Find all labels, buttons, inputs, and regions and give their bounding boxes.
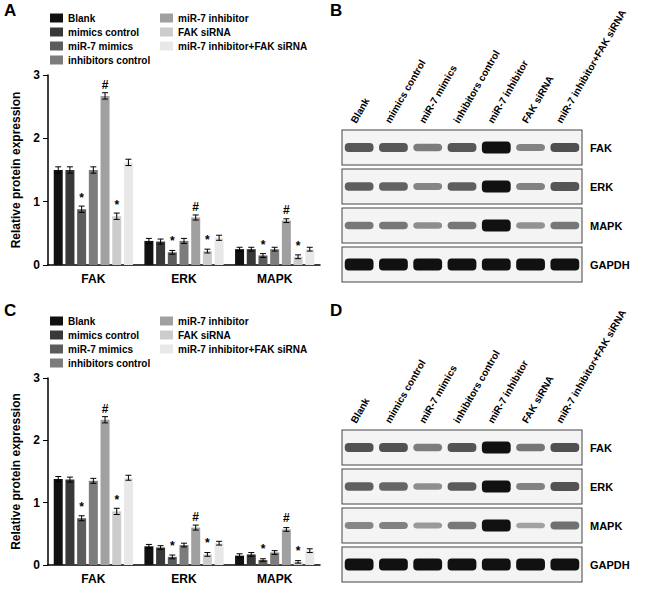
svg-text:2: 2 <box>33 433 40 447</box>
svg-text:B: B <box>330 1 342 20</box>
svg-text:*: * <box>296 544 301 558</box>
svg-text:miR-7 mimics: miR-7 mimics <box>417 63 459 125</box>
svg-text:3: 3 <box>33 68 40 82</box>
svg-text:inhibitors control: inhibitors control <box>68 55 150 66</box>
svg-text:miR-7 inhibitor+FAK siRNA: miR-7 inhibitor+FAK siRNA <box>554 8 628 125</box>
svg-text:FAK: FAK <box>590 442 612 454</box>
svg-text:*: * <box>261 542 266 556</box>
svg-text:*: * <box>79 191 84 205</box>
svg-text:*: * <box>114 493 119 507</box>
svg-text:*: * <box>261 238 266 252</box>
svg-text:Blank: Blank <box>348 96 371 125</box>
svg-text:MAPK: MAPK <box>590 520 622 532</box>
svg-text:mimics control: mimics control <box>383 58 428 125</box>
svg-text:miR-7 inhibitor+FAK siRNA: miR-7 inhibitor+FAK siRNA <box>178 344 307 355</box>
svg-text:#: # <box>102 402 109 416</box>
svg-text:miR-7 inhibitor+FAK siRNA: miR-7 inhibitor+FAK siRNA <box>178 41 307 52</box>
svg-text:miR-7 inhibitor: miR-7 inhibitor <box>485 58 530 125</box>
svg-text:ERK: ERK <box>590 181 613 193</box>
svg-text:*: * <box>170 539 175 553</box>
svg-text:Blank: Blank <box>68 316 96 327</box>
svg-text:MAPK: MAPK <box>590 220 622 232</box>
svg-text:inhibitors control: inhibitors control <box>451 48 502 125</box>
svg-text:2: 2 <box>33 131 40 145</box>
svg-text:FAK: FAK <box>590 142 612 154</box>
svg-text:#: # <box>192 200 199 214</box>
svg-text:*: * <box>170 234 175 248</box>
svg-text:1: 1 <box>33 195 40 209</box>
svg-text:3: 3 <box>33 371 40 385</box>
svg-text:miR-7 inhibitor+FAK siRNA: miR-7 inhibitor+FAK siRNA <box>554 308 628 425</box>
svg-text:FAK siRNA: FAK siRNA <box>520 74 556 125</box>
svg-text:mimics control: mimics control <box>383 358 428 425</box>
svg-text:Relative protein expression: Relative protein expression <box>9 393 23 550</box>
svg-text:miR-7 inhibitor: miR-7 inhibitor <box>485 358 530 425</box>
svg-text:C: C <box>4 301 16 320</box>
svg-text:FAK: FAK <box>81 572 105 586</box>
svg-text:A: A <box>4 1 16 20</box>
svg-text:1: 1 <box>33 496 40 510</box>
svg-text:*: * <box>79 500 84 514</box>
svg-text:ERK: ERK <box>171 272 197 286</box>
svg-text:FAK siRNA: FAK siRNA <box>178 330 231 341</box>
svg-text:Blank: Blank <box>68 13 96 24</box>
svg-text:MAPK: MAPK <box>257 572 293 586</box>
svg-text:miR-7 inhibitor: miR-7 inhibitor <box>178 13 249 24</box>
svg-text:FAK siRNA: FAK siRNA <box>178 27 231 38</box>
svg-text:mimics control: mimics control <box>68 330 139 341</box>
svg-text:ERK: ERK <box>171 572 197 586</box>
svg-text:miR-7 mimics: miR-7 mimics <box>68 344 133 355</box>
svg-text:inhibitors control: inhibitors control <box>451 348 502 425</box>
svg-text:#: # <box>192 510 199 524</box>
svg-text:*: * <box>114 198 119 212</box>
svg-text:inhibitors control: inhibitors control <box>68 358 150 369</box>
svg-text:#: # <box>283 511 290 525</box>
svg-text:0: 0 <box>33 558 40 572</box>
svg-text:#: # <box>283 203 290 217</box>
svg-text:*: * <box>296 239 301 253</box>
svg-text:FAK siRNA: FAK siRNA <box>520 374 556 425</box>
svg-text:miR-7 mimics: miR-7 mimics <box>68 41 133 52</box>
svg-text:*: * <box>205 536 210 550</box>
svg-text:MAPK: MAPK <box>257 272 293 286</box>
svg-text:GAPDH: GAPDH <box>590 259 630 271</box>
svg-text:0: 0 <box>33 258 40 272</box>
svg-text:D: D <box>330 301 342 320</box>
svg-text:miR-7 mimics: miR-7 mimics <box>417 363 459 425</box>
svg-text:#: # <box>102 78 109 92</box>
svg-text:FAK: FAK <box>81 272 105 286</box>
svg-text:miR-7 inhibitor: miR-7 inhibitor <box>178 316 249 327</box>
svg-text:ERK: ERK <box>590 481 613 493</box>
svg-text:GAPDH: GAPDH <box>590 559 630 571</box>
svg-text:*: * <box>205 233 210 247</box>
svg-text:mimics control: mimics control <box>68 27 139 38</box>
svg-text:Blank: Blank <box>348 396 371 425</box>
svg-text:Relative protein expression: Relative protein expression <box>9 92 23 249</box>
